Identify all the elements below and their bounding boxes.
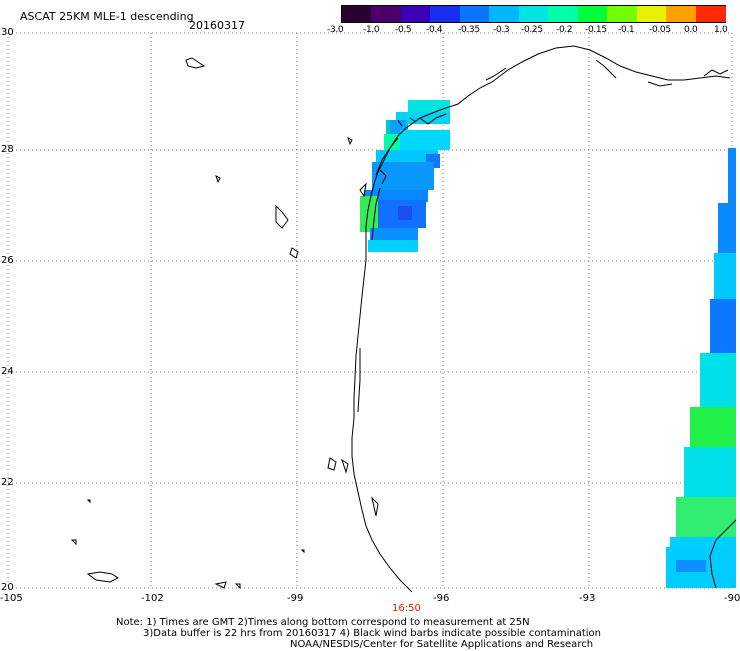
lat-label-20: 20 <box>1 582 14 593</box>
wind-swath-texas-coast <box>360 100 450 252</box>
colorbar-swatch-3 <box>430 6 461 22</box>
colorbar-swatch-4 <box>459 6 491 22</box>
wind-swath-east <box>666 148 736 588</box>
colorbar-label-12: 1.0 <box>714 25 728 35</box>
swath-detail-marks <box>397 117 417 127</box>
lon-label-90: -90 <box>724 593 740 604</box>
colorbar-swatch-2 <box>400 6 432 22</box>
colorbar-swatch-6 <box>518 6 549 22</box>
lon-label-105: -105 <box>0 593 23 604</box>
colorbar-swatch-12 <box>695 6 726 22</box>
lon-label-99: -99 <box>287 593 304 604</box>
colorbar-label-7: -0.2 <box>556 25 573 35</box>
colorbar-swatch-0 <box>342 6 373 22</box>
colorbar-swatch-9 <box>607 6 638 22</box>
colorbar-label-8: -0.15 <box>585 25 607 35</box>
footer-credit: NOAA/NESDIS/Center for Satellite Applica… <box>290 639 594 650</box>
colorbar-swatch-1 <box>371 6 402 22</box>
lat-label-28: 28 <box>1 144 14 155</box>
pass-time-label: 16:50 <box>392 603 421 614</box>
colorbar-label-0: -3.0 <box>327 25 344 35</box>
lat-label-24: 24 <box>1 366 14 377</box>
colorbar-label-1: -1.0 <box>363 25 380 35</box>
lat-label-22: 22 <box>1 477 14 488</box>
lat-lon-grid <box>7 32 733 589</box>
color-bar <box>341 5 726 23</box>
color-bar-labels: -3.0 -1.0 -0.5 -0.4 -0.35 -0.3 -0.25 -0.… <box>327 25 737 37</box>
colorbar-label-4: -0.35 <box>458 25 480 35</box>
lat-label-26: 26 <box>1 255 14 266</box>
colorbar-label-6: -0.25 <box>521 25 543 35</box>
footer-note-line2: 3)Data buffer is 22 hrs from 20160317 4)… <box>143 628 601 639</box>
lon-label-96: -96 <box>433 593 450 604</box>
product-date: 20160317 <box>189 19 245 32</box>
colorbar-label-11: 0.0 <box>684 25 698 35</box>
lon-label-93: -93 <box>579 593 596 604</box>
colorbar-swatch-8 <box>577 6 608 22</box>
colorbar-label-3: -0.4 <box>426 25 443 35</box>
inland-water-features <box>70 57 379 590</box>
colorbar-label-2: -0.5 <box>395 25 412 35</box>
colorbar-swatch-5 <box>489 6 520 22</box>
lat-label-30: 30 <box>1 27 14 38</box>
coastline <box>351 45 737 593</box>
colorbar-label-9: -0.1 <box>618 25 635 35</box>
product-title: ASCAT 25KM MLE-1 descending <box>20 10 194 23</box>
footer-note-line1: Note: 1) Times are GMT 2)Times along bot… <box>116 617 530 628</box>
colorbar-swatch-10 <box>636 6 667 22</box>
colorbar-label-10: -0.05 <box>649 25 671 35</box>
lon-label-102: -102 <box>141 593 164 604</box>
colorbar-swatch-11 <box>666 6 697 22</box>
colorbar-swatch-7 <box>548 6 579 22</box>
colorbar-label-5: -0.3 <box>493 25 510 35</box>
